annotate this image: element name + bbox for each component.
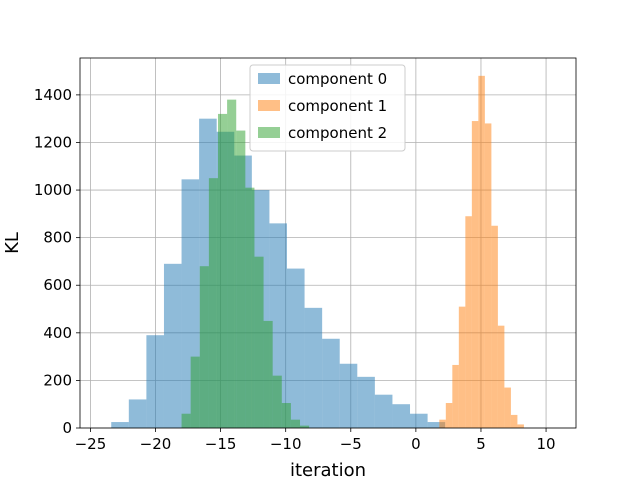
x-tick-label: −15: [205, 435, 237, 453]
histogram-bar-series-0: [392, 404, 411, 428]
histogram-bar-series-2: [290, 419, 301, 428]
histogram-bar-series-2: [254, 256, 264, 428]
y-tick-label: 400: [43, 324, 72, 342]
legend-swatch: [258, 73, 280, 84]
histogram-bar-series-0: [286, 268, 305, 428]
histogram-bar-series-2: [190, 356, 200, 428]
histogram-bar-series-0: [322, 338, 340, 428]
histogram-bar-series-1: [465, 216, 472, 428]
x-tick-label: 5: [476, 435, 486, 453]
x-axis-label: iteration: [290, 460, 366, 480]
histogram-bar-series-0: [374, 394, 393, 428]
y-tick-label: 1400: [34, 86, 72, 104]
histogram-bar-series-0: [357, 376, 375, 428]
x-tick-label: 10: [537, 435, 556, 453]
x-tick-label: −10: [270, 435, 302, 453]
histogram-bar-series-0: [410, 413, 428, 428]
histogram-bar-series-2: [272, 375, 282, 428]
histogram-bar-series-1: [478, 75, 485, 429]
histogram-bar-series-0: [128, 399, 147, 428]
legend-label: component 0: [288, 70, 387, 88]
histogram-bar-series-1: [439, 419, 446, 428]
plot-area-frame: [79, 57, 577, 429]
legend-frame: [249, 64, 406, 152]
legend-label: component 2: [288, 124, 387, 142]
histogram-bar-series-1: [458, 306, 466, 428]
ticks-layer: −25 −20 −15 −10 −5 0 5 10 0 200 400 600 800 1000 1200 1…: [34, 86, 556, 453]
histogram-bar-series-0: [163, 263, 182, 428]
histogram-bar-series-2: [181, 413, 191, 428]
y-tick-label: 200: [43, 371, 72, 389]
histogram-bar-series-1: [510, 414, 518, 428]
histogram-bar-series-0: [146, 335, 164, 428]
histogram-bar-series-0: [427, 422, 446, 428]
histogram-bar-series-0: [304, 307, 323, 428]
histogram-bar-series-1: [471, 121, 479, 429]
histogram-bar-series-2: [227, 99, 237, 429]
x-tick-label: −25: [75, 435, 107, 453]
y-tick-label: 0: [62, 419, 72, 437]
histogram-bar-series-2: [245, 187, 255, 428]
legend: component 0 component 1 component 2: [249, 64, 406, 152]
x-tick-label: 0: [411, 435, 421, 453]
histogram-bar-series-1: [452, 364, 459, 428]
histogram-bar-series-2: [281, 403, 291, 428]
histogram-bar-series-1: [445, 403, 453, 428]
histogram-bar-series-2: [217, 113, 228, 429]
histogram-bar-series-0: [339, 363, 358, 428]
bars-layer: [111, 75, 524, 429]
histogram-bar-series-1: [517, 424, 524, 428]
legend-swatch: [258, 127, 280, 138]
y-tick-label: 600: [43, 276, 72, 294]
histogram-bar-series-1: [491, 225, 498, 428]
histogram-bar-series-0: [111, 422, 129, 428]
histogram-bar-series-1: [484, 123, 492, 428]
histogram-bar-series-2: [263, 320, 273, 428]
y-tick-label: 1000: [34, 181, 72, 199]
x-tick-label: −5: [340, 435, 362, 453]
histogram-bar-series-2: [300, 425, 310, 428]
histogram-bar-series-2: [236, 130, 246, 429]
legend-swatch: [258, 100, 280, 111]
histogram-bar-series-2: [199, 266, 209, 428]
y-axis-label: KL: [2, 232, 23, 254]
y-tick-label: 1200: [34, 133, 72, 151]
histogram-bar-series-2: [208, 178, 218, 428]
histogram-bar-series-1: [497, 325, 505, 428]
y-tick-label: 800: [43, 229, 72, 247]
legend-label: component 1: [288, 97, 387, 115]
histogram-bar-series-1: [504, 387, 511, 428]
x-tick-label: −20: [140, 435, 172, 453]
